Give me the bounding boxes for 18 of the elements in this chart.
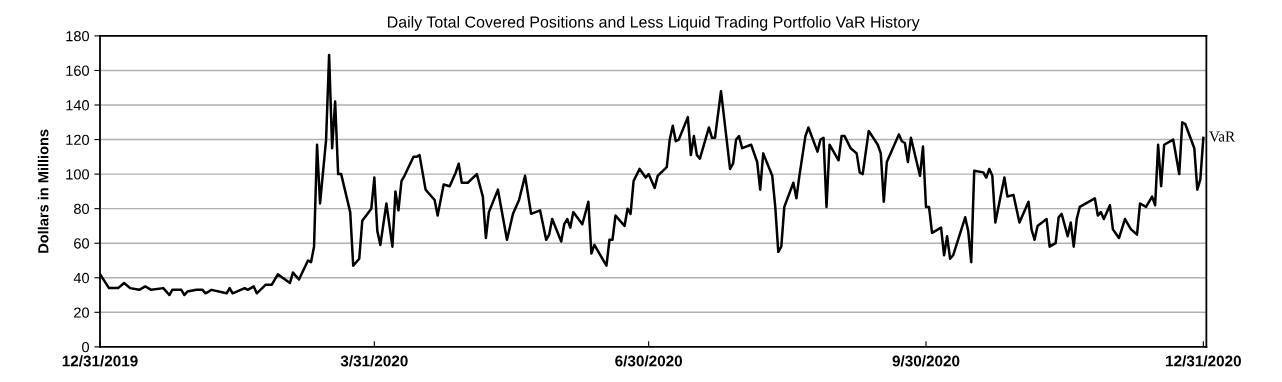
y-tick-label: 40: [73, 272, 90, 284]
y-tick-label: 100: [66, 169, 90, 180]
y-tick-label: 80: [73, 203, 90, 215]
x-tick-label: 9/30/2020: [892, 355, 960, 367]
y-axis-title: Dollars in Millions: [37, 129, 49, 253]
y-tick-label: 20: [74, 307, 90, 318]
x-tick-label: 12/31/2019: [62, 355, 138, 367]
chart-title: Daily Total Covered Positions and Less Liquid Trading Portfolio VaR History: [388, 16, 920, 31]
series-label: VaR: [1209, 131, 1236, 142]
x-tick-label: 3/31/2020: [340, 355, 408, 367]
y-tick-label: 60: [74, 238, 90, 249]
x-tick-label: 6/30/2020: [615, 355, 683, 367]
y-tick-label: 160: [66, 65, 90, 76]
y-tick-label: 0: [82, 341, 90, 353]
y-tick-label: 180: [66, 31, 90, 42]
y-tick-label: 140: [66, 100, 90, 111]
x-tick-label: 12/31/2020: [1166, 355, 1241, 367]
y-tick-label: 120: [66, 134, 90, 145]
